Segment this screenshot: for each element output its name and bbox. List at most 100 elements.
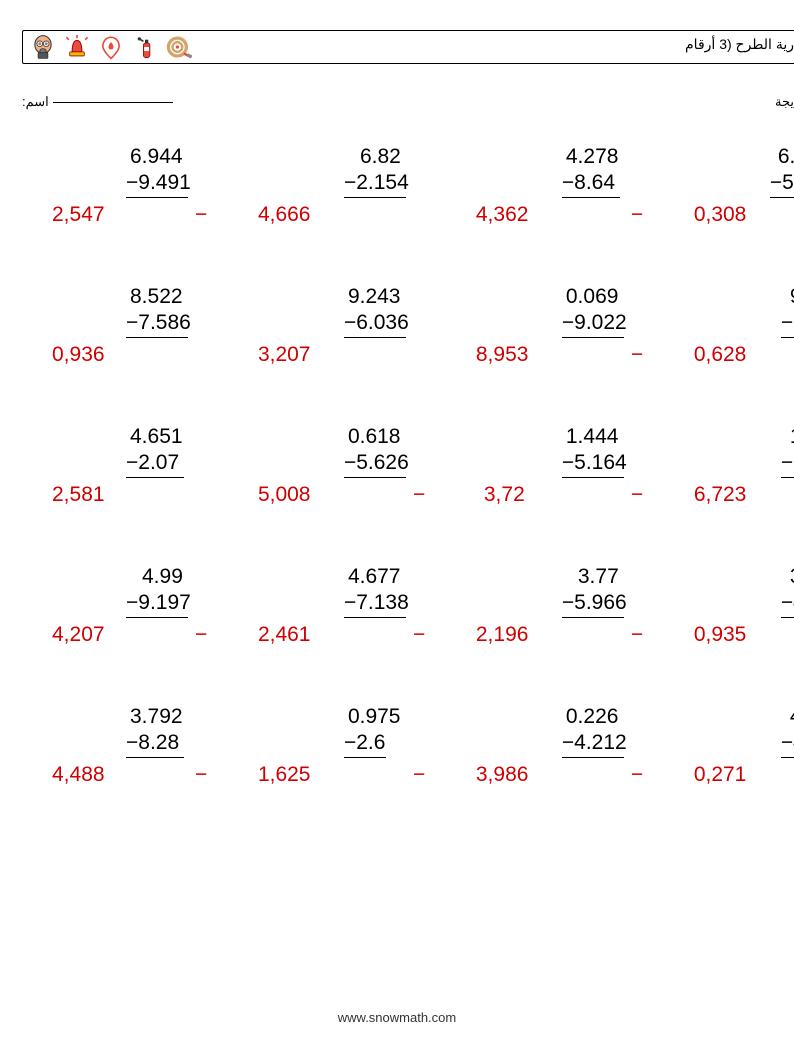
subtrahend: −2.07: [126, 451, 179, 475]
worksheet-title: رية الطرح (3 أرقام: [685, 36, 794, 53]
negative-sign: −: [631, 343, 643, 367]
problem-cell: 4.651−2.072,581: [20, 425, 238, 517]
negative-sign: −: [631, 203, 643, 227]
problem-cell: 0.069−9.0228,953−: [456, 285, 674, 377]
problem-cell: 6.25 −5.94 0,308: [674, 145, 794, 237]
name-label: :اسم: [22, 94, 177, 110]
subtrahend: −5.94: [770, 171, 794, 195]
minuend: 0.618: [348, 425, 401, 449]
minuend: 0.975: [348, 705, 401, 729]
negative-sign: −: [631, 623, 643, 647]
minuend: 4.99: [142, 565, 183, 589]
problems-grid: 6.944−9.4912,547−6.82−2.1544,6664.278−8.…: [20, 145, 794, 845]
problem-cell: 1.444−5.164 3,72 −: [456, 425, 674, 517]
problem-cell: 4.677−7.138 2,461 −: [238, 565, 456, 657]
answer: 8,953: [476, 343, 529, 367]
subtrahend: −7.586: [126, 311, 191, 335]
rule-line: [344, 197, 406, 198]
subtrahend: −4.212: [562, 731, 627, 755]
minuend: 8.522: [130, 285, 183, 309]
rule-line: [126, 197, 188, 198]
subtrahend: −9.197: [126, 591, 191, 615]
answer: 0,308: [694, 203, 747, 227]
answer: 4,666: [258, 203, 311, 227]
subtrahend: −5.164: [562, 451, 627, 475]
rule-line: [781, 337, 794, 338]
subtrahend: −5.966: [562, 591, 627, 615]
problem-cell: 0.226−4.2123,986−: [456, 705, 674, 797]
rule-line: [344, 477, 406, 478]
negative-sign: −: [413, 763, 425, 787]
subtrahend: −8.64: [562, 171, 615, 195]
negative-sign: −: [413, 623, 425, 647]
minuend: 4.5: [790, 705, 794, 729]
subtrahend: −5.626: [344, 451, 409, 475]
minuend: 4.677: [348, 565, 401, 589]
footer-url: www.snowmath.com: [0, 1010, 794, 1025]
answer: 0,936: [52, 343, 105, 367]
gasmask-icon: [30, 33, 56, 61]
rule-line: [781, 617, 794, 618]
rule-line: [344, 337, 406, 338]
answer: 0,628: [694, 343, 747, 367]
answer: 0,271: [694, 763, 747, 787]
problem-cell: 4.5 −4.8 0,271: [674, 705, 794, 797]
minuend: 4.278: [566, 145, 619, 169]
problem-cell: 1.8−8.66,723: [674, 425, 794, 517]
subtrahend: −2.6: [344, 731, 385, 755]
minuend: 9.2: [790, 285, 794, 309]
rule-line: [344, 757, 386, 758]
minuend: 0.069: [566, 285, 619, 309]
answer: 5,008: [258, 483, 311, 507]
rule-line: [562, 337, 624, 338]
problem-cell: 8.522−7.586 0,936: [20, 285, 238, 377]
minuend: 6.944: [130, 145, 183, 169]
rule-line: [126, 617, 188, 618]
problem-cell: 9.243−6.0363,207: [238, 285, 456, 377]
pin-icon: [98, 33, 124, 61]
answer: 0,935: [694, 623, 747, 647]
extinguisher-icon: [132, 33, 158, 61]
answer: 3,72: [484, 483, 525, 507]
minuend: 6.25: [778, 145, 794, 169]
name-underline: [53, 102, 173, 103]
siren-icon: [64, 33, 90, 61]
rule-line: [562, 477, 624, 478]
negative-sign: −: [195, 623, 207, 647]
negative-sign: −: [631, 483, 643, 507]
rule-line: [781, 477, 794, 478]
rule-line: [344, 617, 406, 618]
minuend: 3.792: [130, 705, 183, 729]
subtrahend: −4.8: [781, 731, 794, 755]
subtrahend: −9.8: [781, 311, 794, 335]
negative-sign: −: [195, 763, 207, 787]
problem-cell: 3.792−8.28 4,488 −: [20, 705, 238, 797]
problem-cell: 0.975−2.6 1,625 −: [238, 705, 456, 797]
answer: 2,461: [258, 623, 311, 647]
minuend: 1.444: [566, 425, 619, 449]
minuend: 1.8: [790, 425, 794, 449]
minuend: 3.9: [790, 565, 794, 589]
minuend: 0.226: [566, 705, 619, 729]
rule-line: [126, 757, 184, 758]
answer: 3,207: [258, 343, 311, 367]
score-label: يجة: [775, 94, 794, 110]
rule-line: [781, 757, 794, 758]
problem-cell: 6.82−2.1544,666: [238, 145, 456, 237]
answer: 1,625: [258, 763, 311, 787]
name-text: :اسم: [22, 94, 49, 109]
answer: 4,362: [476, 203, 529, 227]
minuend: 4.651: [130, 425, 183, 449]
subtrahend: −8.28: [126, 731, 179, 755]
rule-line: [562, 197, 620, 198]
answer: 4,207: [52, 623, 105, 647]
header-icons: [30, 33, 192, 61]
subtrahend: −7.138: [344, 591, 409, 615]
problem-cell: 3.77−5.9662,196−: [456, 565, 674, 657]
subtrahend: −8.6: [781, 451, 794, 475]
subtrahend: −4.8: [781, 591, 794, 615]
rule-line: [126, 477, 184, 478]
answer: 4,488: [52, 763, 105, 787]
subtrahend: −2.154: [344, 171, 409, 195]
problem-cell: 9.2 −9.8 0,628: [674, 285, 794, 377]
